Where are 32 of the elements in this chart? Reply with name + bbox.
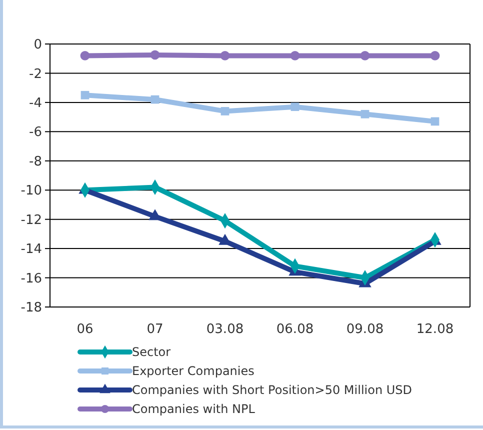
point: [80, 90, 90, 100]
y-tick-label: -14: [20, 242, 42, 258]
point: [150, 50, 160, 60]
x-tick-label: 12.08: [416, 322, 454, 337]
legend-label: Companies with NPL: [132, 402, 256, 416]
point: [150, 95, 160, 104]
y-tick-label: -8: [29, 154, 42, 170]
point: [430, 50, 440, 60]
legend-label: Sector: [132, 345, 171, 360]
point: [80, 50, 90, 60]
x-tick-label: 09.08: [346, 322, 384, 337]
point: [290, 50, 300, 60]
legend-label: Exporter Companies: [132, 364, 254, 378]
point: [360, 110, 370, 118]
x-tick-label: 07: [146, 322, 164, 337]
y-tick-label: -10: [20, 184, 42, 199]
point: [290, 102, 300, 112]
y-tick-label: -12: [20, 212, 42, 228]
x-tick-label: 03.08: [206, 322, 244, 337]
x-tick-label: 06: [76, 322, 94, 337]
y-tick-label: -4: [29, 96, 42, 111]
point: [220, 107, 230, 116]
point: [430, 117, 440, 126]
y-tick-label: -18: [20, 300, 42, 316]
x-tick-label: 06.08: [276, 322, 314, 337]
point: [360, 50, 370, 60]
y-tick-label: 0: [34, 38, 42, 53]
point: [220, 50, 230, 60]
y-tick-label: -2: [29, 66, 42, 82]
y-tick-label: -6: [29, 125, 42, 140]
legend-label: Companies with Short Position>50 Million USD: [132, 383, 412, 398]
y-tick-label: -16: [20, 271, 42, 286]
